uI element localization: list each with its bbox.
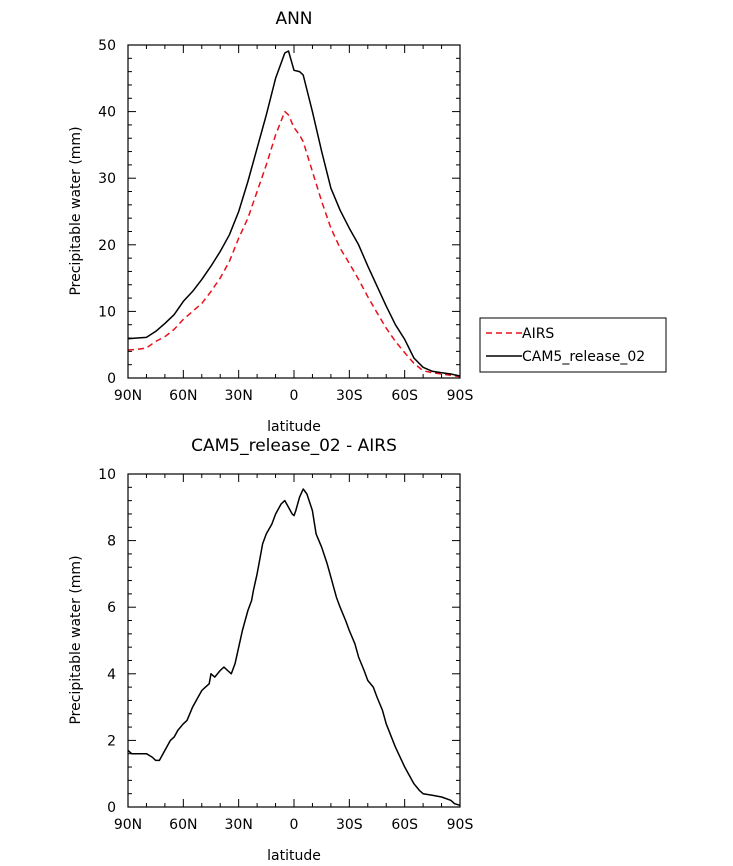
x-tick-label-top: 30N — [225, 388, 253, 404]
y-tick-label-bottom: 8 — [107, 534, 116, 550]
y-axis-title-bottom: Precipitable water (mm) — [68, 555, 84, 724]
x-tick-label-bottom: 30N — [225, 817, 253, 833]
chart-title-bottom: CAM5_release_02 - AIRS — [191, 436, 397, 456]
y-tick-label-bottom: 2 — [107, 733, 116, 749]
x-tick-label-top: 90S — [447, 388, 474, 404]
x-tick-label-top: 60N — [169, 388, 197, 404]
x-tick-label-bottom: 90N — [114, 817, 142, 833]
x-axis-title-bottom: latitude — [267, 848, 321, 864]
x-tick-label-top: 60S — [391, 388, 418, 404]
y-tick-label-top: 20 — [98, 238, 116, 254]
x-tick-label-bottom: 60S — [391, 817, 418, 833]
y-axis-title-top: Precipitable water (mm) — [68, 126, 84, 295]
x-tick-label-bottom: 30S — [336, 817, 363, 833]
legend-label-cam5: CAM5_release_02 — [522, 349, 645, 365]
x-tick-label-bottom: 60N — [169, 817, 197, 833]
series-line-cam5-release-02 — [127, 50, 461, 377]
x-tick-label-bottom: 90S — [447, 817, 474, 833]
y-tick-label-bottom: 4 — [107, 667, 116, 683]
y-tick-label-bottom: 0 — [107, 800, 116, 816]
legend: AIRS CAM5_release_02 — [479, 317, 667, 373]
chart-title-top: ANN — [275, 9, 312, 29]
legend-box — [479, 317, 667, 373]
x-axis-title-top: latitude — [267, 419, 321, 435]
plot-frame-bottom — [127, 473, 461, 808]
plot-frame-top — [127, 44, 461, 379]
y-tick-label-bottom: 10 — [98, 467, 116, 483]
chart-bottom: CAM5_release_02 - AIRS 90N 60N 30N 0 30S 60S 9… — [68, 436, 473, 864]
x-tick-label-bottom: 0 — [290, 817, 299, 833]
x-tick-label-top: 90N — [114, 388, 142, 404]
y-tick-label-top: 10 — [98, 304, 116, 320]
series-line-airs — [127, 110, 461, 378]
x-tick-label-top: 30S — [336, 388, 363, 404]
series-line-cam5-release-02-airs — [127, 488, 461, 807]
y-tick-label-top: 30 — [98, 171, 116, 187]
y-tick-label-top: 50 — [98, 38, 116, 54]
y-tick-label-bottom: 6 — [107, 600, 116, 616]
y-tick-label-top: 0 — [107, 371, 116, 387]
y-tick-label-top: 40 — [98, 105, 116, 121]
legend-label-airs: AIRS — [522, 326, 554, 342]
chart-top: ANN 90N 60N 30N 0 30S 60S 90S 0 10 20 30 40 50 latit… — [68, 9, 667, 435]
x-tick-label-top: 0 — [290, 388, 299, 404]
